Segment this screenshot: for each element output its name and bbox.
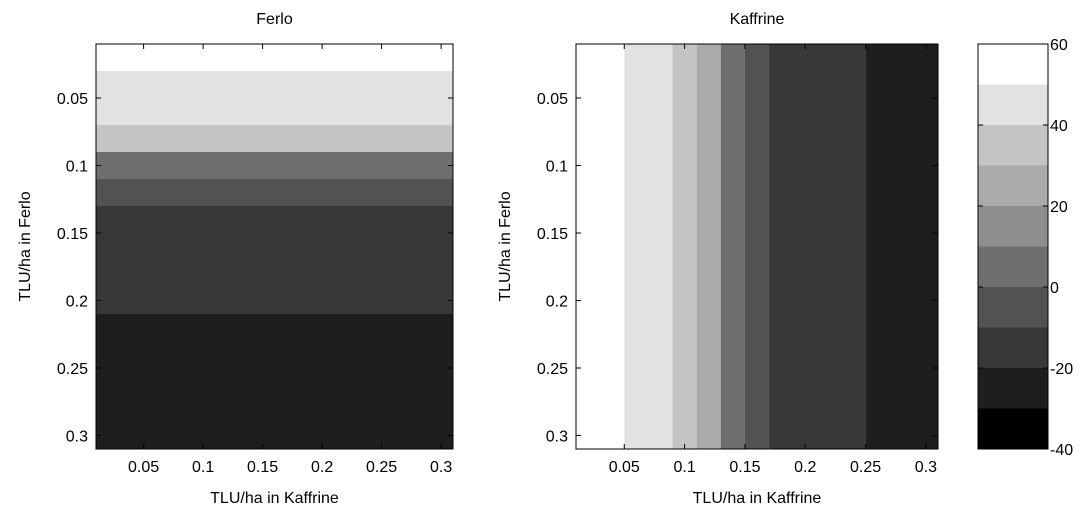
ferlo-band-0 bbox=[96, 44, 453, 71]
ferlo-y-axis-label: TLU/ha in Ferlo bbox=[17, 191, 34, 301]
ferlo-panel: 0.05 0.1 0.15 0.2 0.25 0.3 0.05 0.1 0.15 0.2 0.25 0… bbox=[17, 11, 454, 507]
kaffrine-y-tick-label: 0.05 bbox=[537, 91, 568, 108]
ferlo-x-tick-label: 0.3 bbox=[430, 459, 452, 476]
kaffrine-y-axis-label: TLU/ha in Ferlo bbox=[497, 191, 514, 301]
kaffrine-x-tick-label: 0.05 bbox=[609, 459, 640, 476]
colorbar-tick-label: -20 bbox=[1050, 361, 1073, 378]
kaffrine-y-tick-label: 0.15 bbox=[537, 226, 568, 243]
ferlo-band-5 bbox=[96, 206, 453, 314]
kaffrine-y-tick-label: 0.1 bbox=[546, 159, 568, 176]
colorbar-frame bbox=[977, 43, 1049, 450]
kaffrine-band-2 bbox=[672, 44, 697, 449]
kaffrine-x-tick-label: 0.3 bbox=[915, 459, 937, 476]
colorbar-level-2 bbox=[978, 327, 1048, 368]
colorbar-tick-label: 0 bbox=[1050, 280, 1059, 297]
ferlo-title: Ferlo bbox=[256, 11, 293, 28]
kaffrine-x-axis-label: TLU/ha in Kaffrine bbox=[693, 490, 822, 507]
kaffrine-title: Kaffrine bbox=[730, 11, 785, 28]
ferlo-band-4 bbox=[96, 179, 453, 206]
kaffrine-x-tick-label: 0.2 bbox=[794, 459, 816, 476]
colorbar-tick-label: 20 bbox=[1050, 199, 1068, 216]
kaffrine-band-7 bbox=[865, 44, 938, 449]
colorbar-tick-label: 40 bbox=[1050, 118, 1068, 135]
kaffrine-axes-frame bbox=[575, 43, 939, 450]
ferlo-x-tick-label: 0.15 bbox=[247, 459, 278, 476]
ferlo-band-1 bbox=[96, 71, 453, 125]
ferlo-y-tick-label: 0.05 bbox=[57, 91, 88, 108]
colorbar: 60 40 20 0 -20 -40 bbox=[977, 37, 1073, 459]
ferlo-band-3 bbox=[96, 152, 453, 179]
ferlo-y-tick-label: 0.25 bbox=[57, 361, 88, 378]
ferlo-x-tick-label: 0.25 bbox=[366, 459, 397, 476]
colorbar-level-8 bbox=[978, 84, 1048, 125]
colorbar-tick-label: 60 bbox=[1050, 37, 1068, 54]
kaffrine-band-5 bbox=[744, 44, 770, 449]
colorbar-tick-label: -40 bbox=[1050, 442, 1073, 459]
kaffrine-panel: 0.05 0.1 0.15 0.2 0.25 0.3 0.05 0.1 0.15 0.2 0.25 0… bbox=[497, 11, 939, 507]
kaffrine-x-tick-label: 0.25 bbox=[850, 459, 881, 476]
kaffrine-x-tick-label: 0.1 bbox=[673, 459, 695, 476]
ferlo-y-tick-label: 0.3 bbox=[66, 429, 88, 446]
ferlo-axes-frame bbox=[95, 43, 454, 450]
colorbar-level-4 bbox=[978, 246, 1048, 287]
colorbar-level-9 bbox=[978, 44, 1048, 85]
ferlo-x-axis-label: TLU/ha in Kaffrine bbox=[210, 490, 339, 507]
ferlo-x-tick-label: 0.05 bbox=[128, 459, 159, 476]
colorbar-level-7 bbox=[978, 125, 1048, 166]
ferlo-band-6 bbox=[96, 314, 453, 449]
ferlo-x-tick-label: 0.1 bbox=[192, 459, 214, 476]
colorbar-level-3 bbox=[978, 287, 1048, 328]
kaffrine-band-3 bbox=[696, 44, 721, 449]
colorbar-level-0 bbox=[978, 408, 1048, 449]
kaffrine-y-tick-label: 0.2 bbox=[546, 294, 568, 311]
ferlo-y-tick-label: 0.2 bbox=[66, 294, 88, 311]
kaffrine-band-0 bbox=[576, 44, 625, 449]
colorbar-level-5 bbox=[978, 206, 1048, 247]
colorbar-level-1 bbox=[978, 368, 1048, 409]
colorbar-level-6 bbox=[978, 165, 1048, 206]
kaffrine-y-tick-label: 0.3 bbox=[546, 429, 568, 446]
ferlo-y-tick-label: 0.15 bbox=[57, 226, 88, 243]
kaffrine-x-tick-label: 0.15 bbox=[729, 459, 760, 476]
ferlo-band-2 bbox=[96, 125, 453, 152]
ferlo-x-tick-label: 0.2 bbox=[311, 459, 333, 476]
kaffrine-band-6 bbox=[769, 44, 866, 449]
ferlo-y-tick-label: 0.1 bbox=[66, 159, 88, 176]
kaffrine-band-4 bbox=[720, 44, 745, 449]
kaffrine-y-tick-label: 0.25 bbox=[537, 361, 568, 378]
kaffrine-band-1 bbox=[624, 44, 673, 449]
